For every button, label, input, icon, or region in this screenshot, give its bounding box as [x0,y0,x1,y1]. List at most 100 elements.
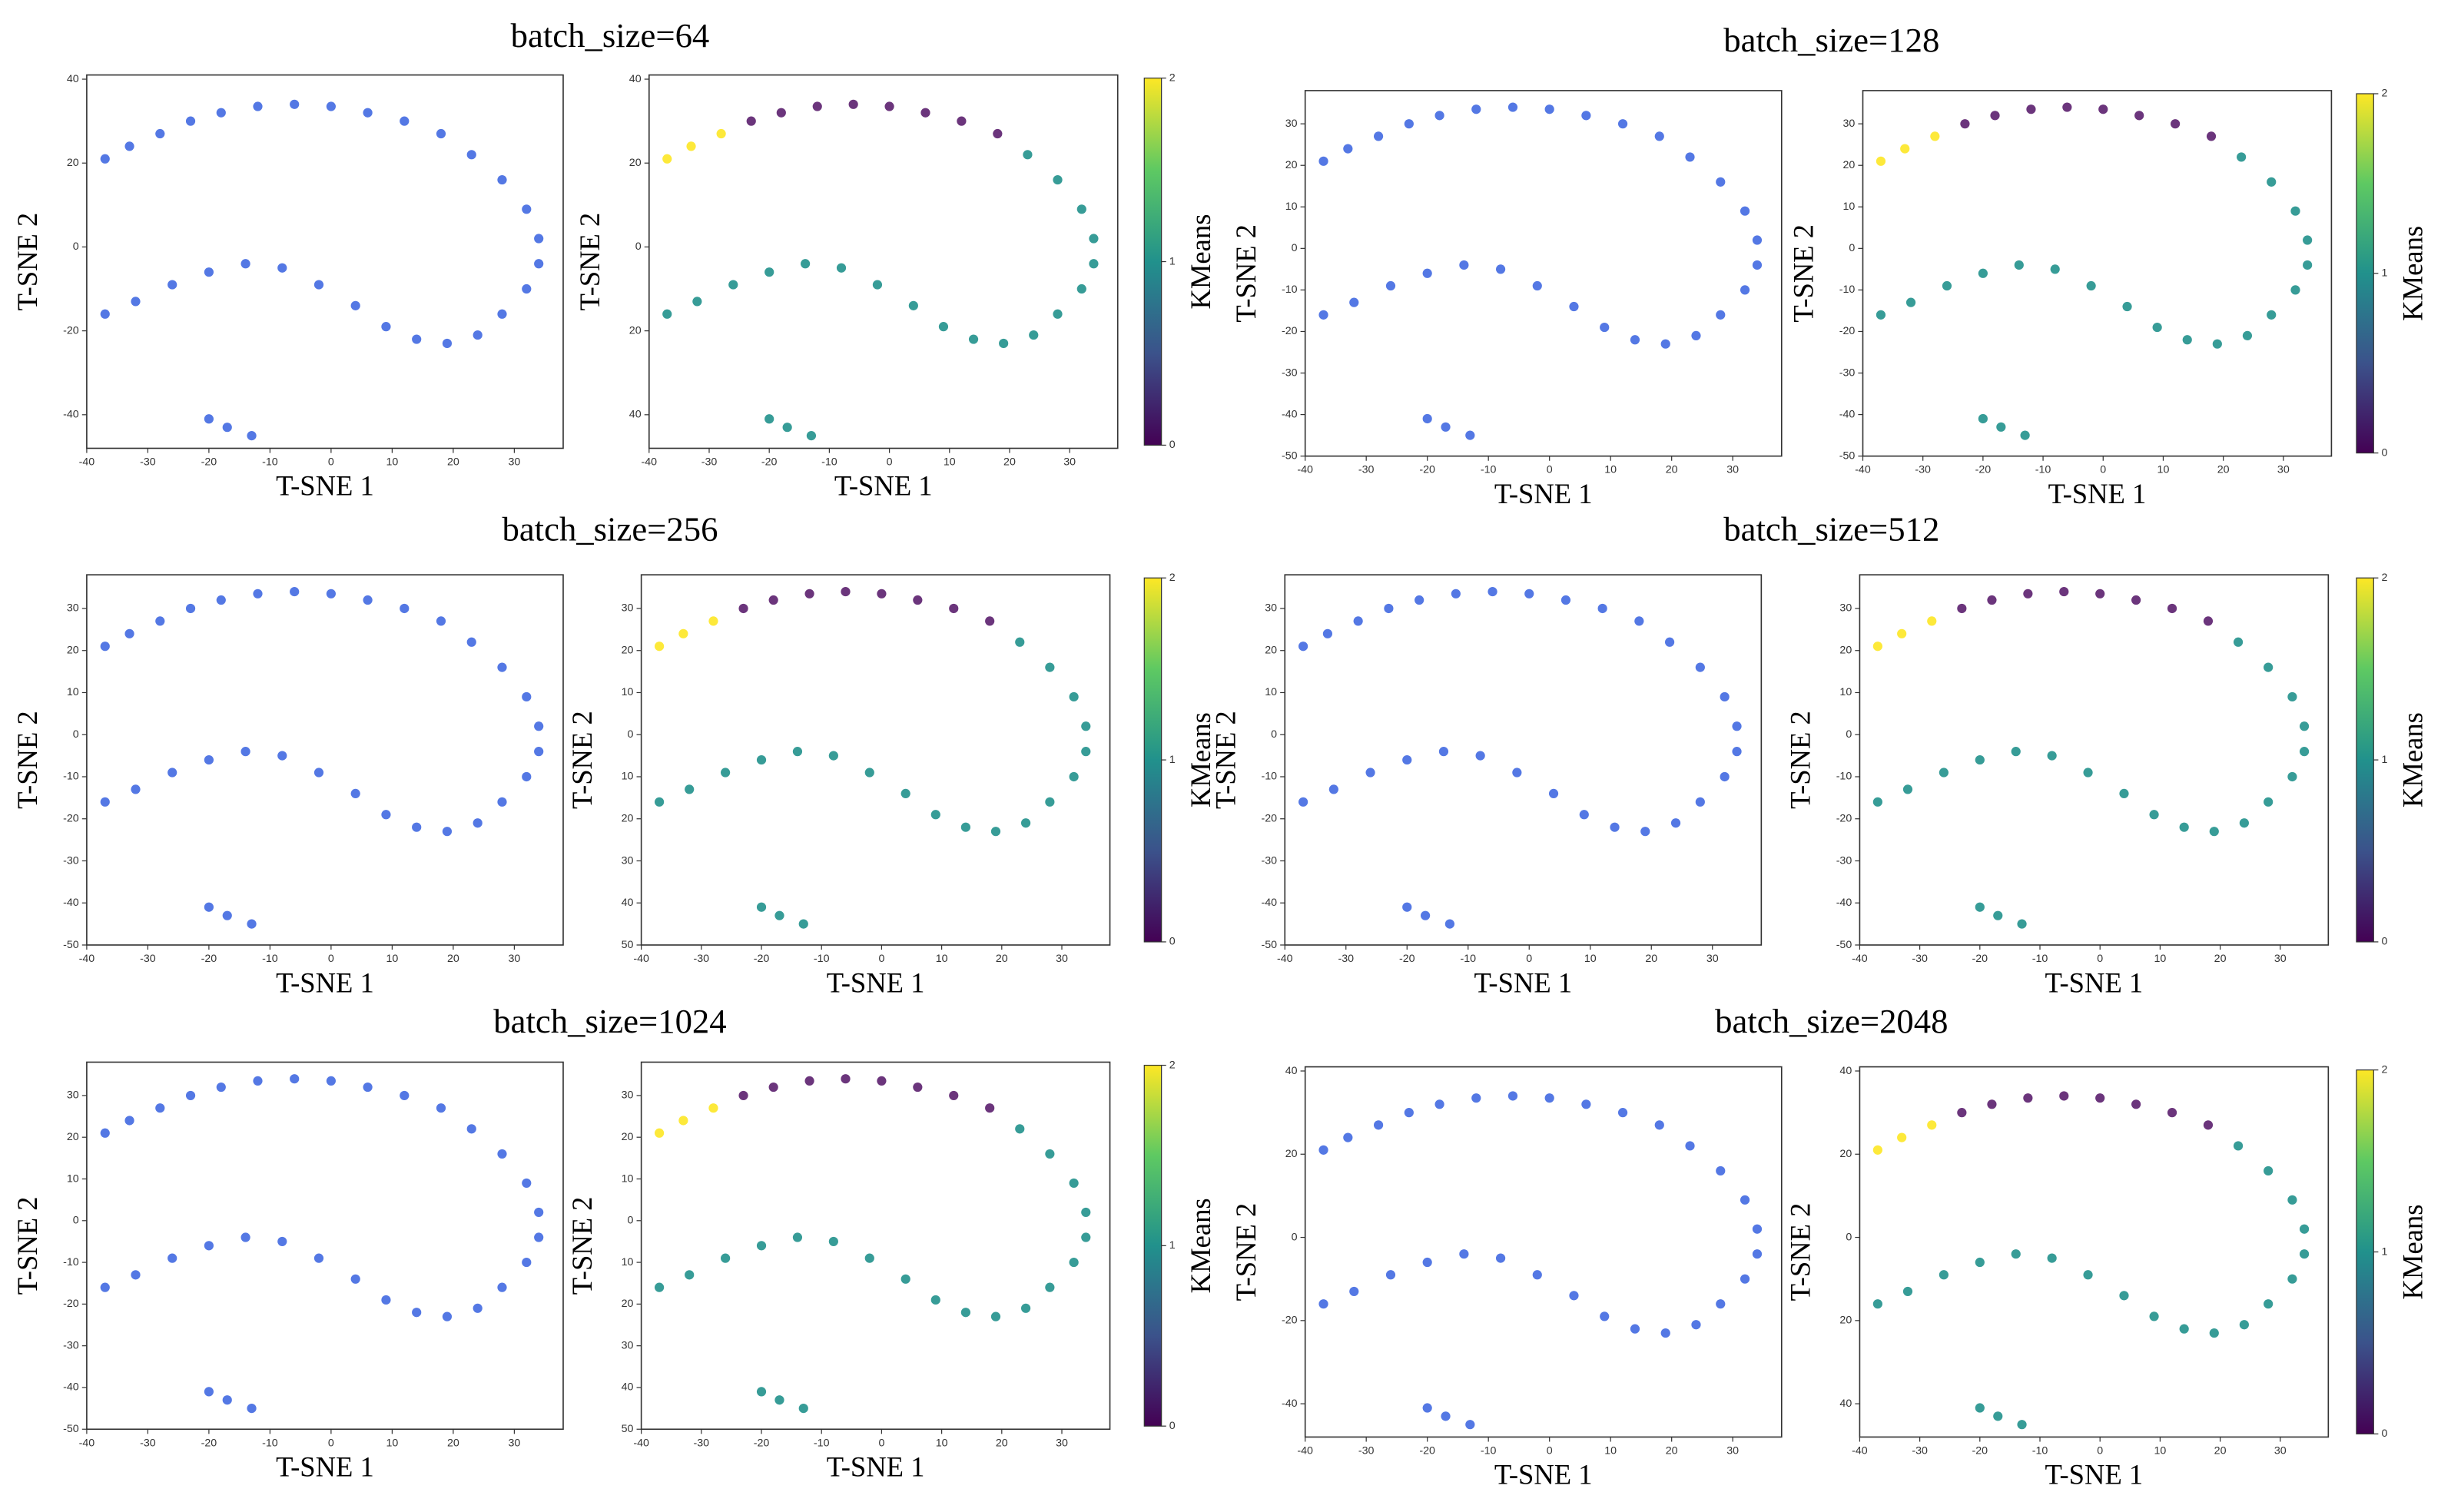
point [326,101,336,111]
point [100,1128,110,1138]
point [290,1074,300,1084]
point [442,827,453,837]
point [1384,603,1394,614]
point [938,322,949,332]
y-axis-label: T-SNE 2 [1785,1203,1816,1301]
point [2203,616,2214,626]
point [1876,310,1886,320]
point [2299,1249,2310,1259]
point [2059,1091,2069,1101]
point [990,827,1001,837]
point [1507,1091,1518,1101]
point [2149,1311,2159,1321]
point [466,150,476,160]
y-tick-label: 40 [622,1381,634,1394]
point [1872,797,1882,807]
x-tick-label: 0 [1547,1444,1553,1457]
point [774,1395,784,1405]
x-tick-label: -40 [1277,953,1293,965]
point [1720,691,1730,702]
colorbar-label: KMeans [2397,226,2429,321]
point [185,116,196,126]
point [240,1232,250,1242]
x-tick-label: 20 [996,953,1008,965]
point [313,280,324,290]
point [1349,1286,1359,1297]
x-tick-label: 10 [944,456,956,469]
y-tick-label: -10 [1836,771,1852,783]
point [2239,1320,2249,1330]
point [1465,1420,1475,1430]
point [1716,1166,1726,1176]
point [2014,260,2024,270]
y-tick-label: -20 [63,1298,79,1310]
point [1660,339,1670,349]
point [534,259,544,269]
x-tick-label: -30 [694,1437,710,1449]
point [1600,1311,1610,1321]
x-tick-label: 30 [1056,1437,1068,1449]
point [522,691,532,702]
point [1752,260,1763,270]
colorbar-tick-label: 0 [1169,1420,1176,1432]
colorbar [1143,78,1162,446]
point [662,309,672,319]
point [1081,721,1091,731]
point [1081,1207,1091,1218]
point [167,280,177,290]
x-tick-label: -20 [1399,953,1415,965]
x-tick-label: -30 [1338,953,1354,965]
point [2267,310,2277,320]
point [1975,902,1985,912]
point [155,128,165,139]
plot-frame [1859,574,2330,946]
point [1975,1257,1985,1268]
panel: batch_size=256-40 -30 -20 -10 0 10 20 303020100… [12,510,1216,999]
point [1298,642,1308,652]
point [204,754,214,765]
point [1015,637,1025,647]
point [2237,152,2247,162]
point [253,589,263,598]
x-tick-label: 0 [328,953,334,965]
point [466,637,476,647]
x-tick-label: -20 [761,456,778,469]
point [363,108,373,118]
point [1020,1303,1031,1313]
x-tick-label: 0 [328,1437,334,1449]
x-tick-label: -30 [1912,953,1928,965]
point [497,1282,507,1292]
point [1385,1270,1396,1280]
colorbar-tick-label: 2 [2381,572,2387,584]
point [1654,131,1664,141]
y-tick-label: -30 [63,854,79,867]
y-tick-label: -40 [1262,897,1278,909]
x-axis-label: T-SNE 1 [1474,967,1572,998]
point [2303,260,2313,270]
point [654,1282,665,1292]
colorbar [2356,93,2374,454]
point [949,1090,959,1101]
point [2026,104,2036,114]
point [2011,747,2021,757]
point [1752,235,1763,245]
point [1640,827,1650,837]
point [222,1395,232,1405]
point [1716,177,1726,187]
point [1695,662,1705,672]
point [1495,1253,1506,1263]
point [534,1232,544,1242]
point [1876,156,1886,166]
x-tick-label: -40 [633,1437,649,1449]
colorbar-tick-label: 0 [1169,936,1176,948]
x-tick-label: 0 [2100,464,2106,476]
point [240,747,250,757]
point [2017,1420,2027,1430]
point [363,595,373,605]
point [1318,1145,1328,1155]
point [1872,642,1882,652]
y-tick-label: -40 [63,897,79,909]
point [522,1257,532,1268]
point [1471,1093,1481,1103]
point [841,1074,851,1084]
